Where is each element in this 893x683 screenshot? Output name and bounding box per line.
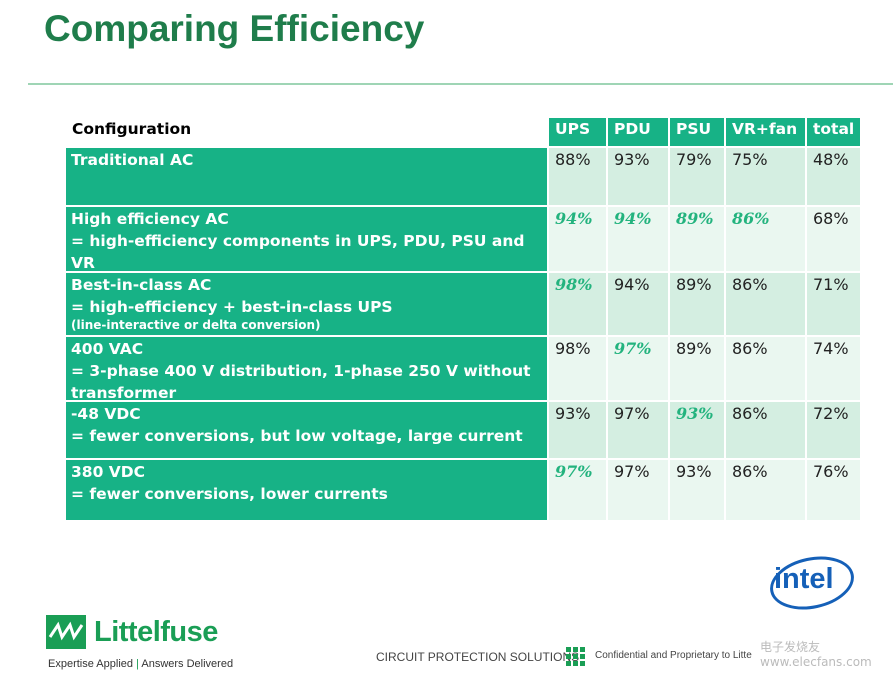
- table: Configuration UPS PDU PSU VR+fan total Traditi…: [66, 118, 860, 522]
- column-header: PDU: [606, 118, 668, 148]
- value-cell: 86%: [724, 402, 805, 460]
- value-cell: 94%: [606, 273, 668, 337]
- divider: [28, 83, 893, 85]
- config-detail: = fewer conversions, lower currents: [71, 485, 388, 503]
- config-name: -48 VDC: [71, 405, 141, 423]
- confidential: Confidential and Proprietary to Litte: [595, 650, 752, 661]
- separator: |: [136, 658, 139, 670]
- column-header: Configuration: [72, 120, 192, 138]
- value-cell: 86%: [724, 337, 805, 402]
- value-cell: 98%: [547, 337, 606, 402]
- value-cell: 93%: [606, 148, 668, 207]
- watermark: 电子发烧友 www.elecfans.com: [760, 640, 872, 669]
- value-cell: 89%: [668, 273, 724, 337]
- value-cell: 71%: [805, 273, 860, 337]
- value-cell: 97%: [547, 460, 606, 522]
- tagline-right: Answers Delivered: [141, 658, 234, 670]
- config-detail: = high-efficiency + best-in-class UPS: [71, 298, 393, 316]
- value-cell: 86%: [724, 460, 805, 522]
- section: CIRCUIT PROTECTION SOLUTIONS: [376, 650, 580, 664]
- config-detail: = fewer conversions, but low voltage, la…: [71, 427, 523, 445]
- config-note: (line-interactive or delta conversion): [71, 318, 321, 332]
- littelfuse-icon: [46, 615, 86, 649]
- intel-oval: [770, 556, 854, 610]
- config-cell: Best-in-class AC = high-efficiency + best…: [66, 273, 547, 337]
- value-cell: 94%: [547, 207, 606, 273]
- config-detail: = 3-phase 400 V distribution, 1-phase 25…: [71, 362, 531, 402]
- config-cell: Traditional AC: [66, 148, 547, 207]
- value-cell: 97%: [606, 460, 668, 522]
- value-cell: 93%: [668, 402, 724, 460]
- value-cell: 94%: [606, 207, 668, 273]
- brand: Littelfuse: [94, 616, 218, 648]
- tagline: Expertise Applied | Answers Delivered: [48, 658, 233, 670]
- config-cell: 400 VAC = 3-phase 400 V distribution, 1-p…: [66, 337, 547, 402]
- column-header: total: [805, 118, 860, 148]
- value-cell: 86%: [724, 207, 805, 273]
- value-cell: 93%: [668, 460, 724, 522]
- value-cell: 86%: [724, 273, 805, 337]
- config-name: Traditional AC: [71, 151, 194, 169]
- value-cell: 89%: [668, 207, 724, 273]
- value-cell: 79%: [668, 148, 724, 207]
- value-cell: 93%: [547, 402, 606, 460]
- config-name: 400 VAC: [71, 340, 144, 358]
- column-header: UPS: [547, 118, 606, 148]
- config-cell: 380 VDC = fewer conversions, lower curren…: [66, 460, 547, 522]
- value-cell: 48%: [805, 148, 860, 207]
- tagline-left: Expertise Applied: [48, 658, 133, 670]
- intel-logo: intel: [768, 555, 856, 611]
- value-cell: 97%: [606, 337, 668, 402]
- config-name: 380 VDC: [71, 463, 145, 481]
- value-cell: 76%: [805, 460, 860, 522]
- config-cell: High efficiency AC = high-efficiency comp…: [66, 207, 547, 273]
- value-cell: 74%: [805, 337, 860, 402]
- column-header: VR+fan: [724, 118, 805, 148]
- value-cell: 88%: [547, 148, 606, 207]
- config-detail: = high-efficiency components in UPS, PDU…: [71, 232, 525, 272]
- config-name: Best-in-class AC: [71, 276, 212, 294]
- value-cell: 75%: [724, 148, 805, 207]
- title: Comparing Efficiency: [44, 8, 425, 49]
- config-cell: -48 VDC = fewer conversions, but low volt…: [66, 402, 547, 460]
- value-cell: 89%: [668, 337, 724, 402]
- grid-icon: [566, 647, 585, 666]
- value-cell: 68%: [805, 207, 860, 273]
- column-header: PSU: [668, 118, 724, 148]
- value-cell: 97%: [606, 402, 668, 460]
- config-name: High efficiency AC: [71, 210, 229, 228]
- intel-text: intel: [774, 563, 834, 595]
- value-cell: 98%: [547, 273, 606, 337]
- value-cell: 72%: [805, 402, 860, 460]
